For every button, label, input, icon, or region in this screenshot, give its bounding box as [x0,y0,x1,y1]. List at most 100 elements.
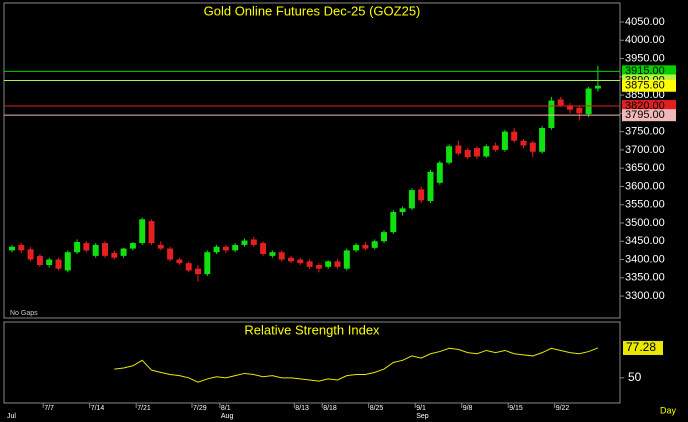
rsi-title: Relative Strength Index [244,322,380,337]
candle-body [511,131,518,141]
x-tick-label: 9/22 [556,405,570,412]
candle-body [36,255,43,266]
month-label: Sep [416,413,429,420]
x-tick-label: 7/21 [137,405,151,412]
candle-body [474,148,480,157]
candle-body [18,244,25,251]
candle-body [325,261,332,267]
last-price-label: 3875.60 [625,80,665,92]
y-tick-label: 3600.00 [625,180,665,192]
x-tick-label: 9/8 [463,405,473,412]
month-label: Jul [7,413,16,420]
y-tick-label: 3950.00 [625,52,665,64]
y-tick-label: 3700.00 [625,144,665,156]
candle-body [232,244,239,251]
candle-body [83,243,90,251]
candle-body [455,145,462,154]
candle-body [576,107,583,114]
candle-body [436,162,443,183]
candle-body [371,241,378,248]
y-tick-label: 3650.00 [625,162,665,174]
level-label: 3795.00 [625,109,665,121]
candle-body [594,85,601,89]
gap-note: No Gaps [10,310,38,317]
candle-body [167,248,174,260]
y-tick-label: 3750.00 [625,126,665,138]
month-label: Aug [221,413,234,420]
candle-body [399,208,406,213]
level-label: 3915.00 [625,65,665,77]
candle-body [120,248,127,256]
candle-body [213,246,220,253]
candle-body [241,240,248,245]
y-tick-label: 3550.00 [625,199,665,211]
y-tick-label: 3850.00 [625,89,665,101]
y-tick-label: 3500.00 [625,217,665,229]
last-price-bg [622,79,676,92]
y-tick-label: 3350.00 [625,272,665,284]
y-tick-label: 3300.00 [625,290,665,302]
candle-body [548,100,555,128]
candle-body [539,127,546,152]
chart-title: Gold Online Futures Dec-25 (GOZ25) [204,3,421,18]
candle-body [557,99,564,106]
candle-body [157,244,164,249]
level-label-bg [622,100,676,113]
candle-body [585,88,592,115]
x-tick-label: 8/1 [221,405,231,412]
candle-body [408,190,415,209]
candle-body [464,149,471,158]
y-tick-label: 3400.00 [625,253,665,265]
candle-body [260,243,267,255]
candle-body [288,257,294,262]
candle-body [185,263,192,271]
x-tick-label: 8/18 [323,405,337,412]
candle-body [195,268,201,275]
x-tick-label: 7/29 [193,405,207,412]
candle-body [381,232,387,242]
candle-body [492,145,499,150]
candle-body [446,146,453,163]
x-tick-label: 7/7 [44,405,54,412]
rsi-last-bg [623,340,663,355]
candle-body [501,131,508,150]
level-label: 3820.00 [625,100,665,112]
candle-body [148,221,155,244]
candle-body [362,244,369,249]
x-tick-label: 7/14 [91,405,105,412]
level-label-bg [622,65,676,78]
candle-body [139,219,146,244]
candle-body [46,259,53,266]
candle-body [529,142,536,152]
candle-body [111,252,118,258]
candle-body [176,259,183,264]
candle-body [92,244,99,256]
candle-body [55,259,62,269]
candle-body [204,252,211,275]
x-tick-label: 9/15 [509,405,523,412]
x-tick-label: 8/13 [295,405,309,412]
rsi-last-label: 77.28 [626,340,656,354]
rsi-tick-label: 50 [628,370,642,384]
rsi-line [114,347,599,383]
candle-body [483,146,490,157]
candle-body [315,265,322,269]
candle-body [353,244,360,251]
candle-body [520,140,527,146]
candle-body [222,246,229,251]
x-unit: Day [660,405,677,415]
candle-body [297,259,304,264]
x-tick-label: 8/25 [370,405,384,412]
candle-body [74,241,81,253]
price-panel [3,2,621,319]
candle-body [306,261,313,267]
candle-body [269,252,276,256]
x-tick-label: 9/1 [416,405,426,412]
level-label-bg [622,109,676,122]
candle-body [418,189,425,201]
candle-body [278,252,285,260]
y-tick-label: 4050.00 [625,16,665,28]
candle-body [27,249,34,260]
